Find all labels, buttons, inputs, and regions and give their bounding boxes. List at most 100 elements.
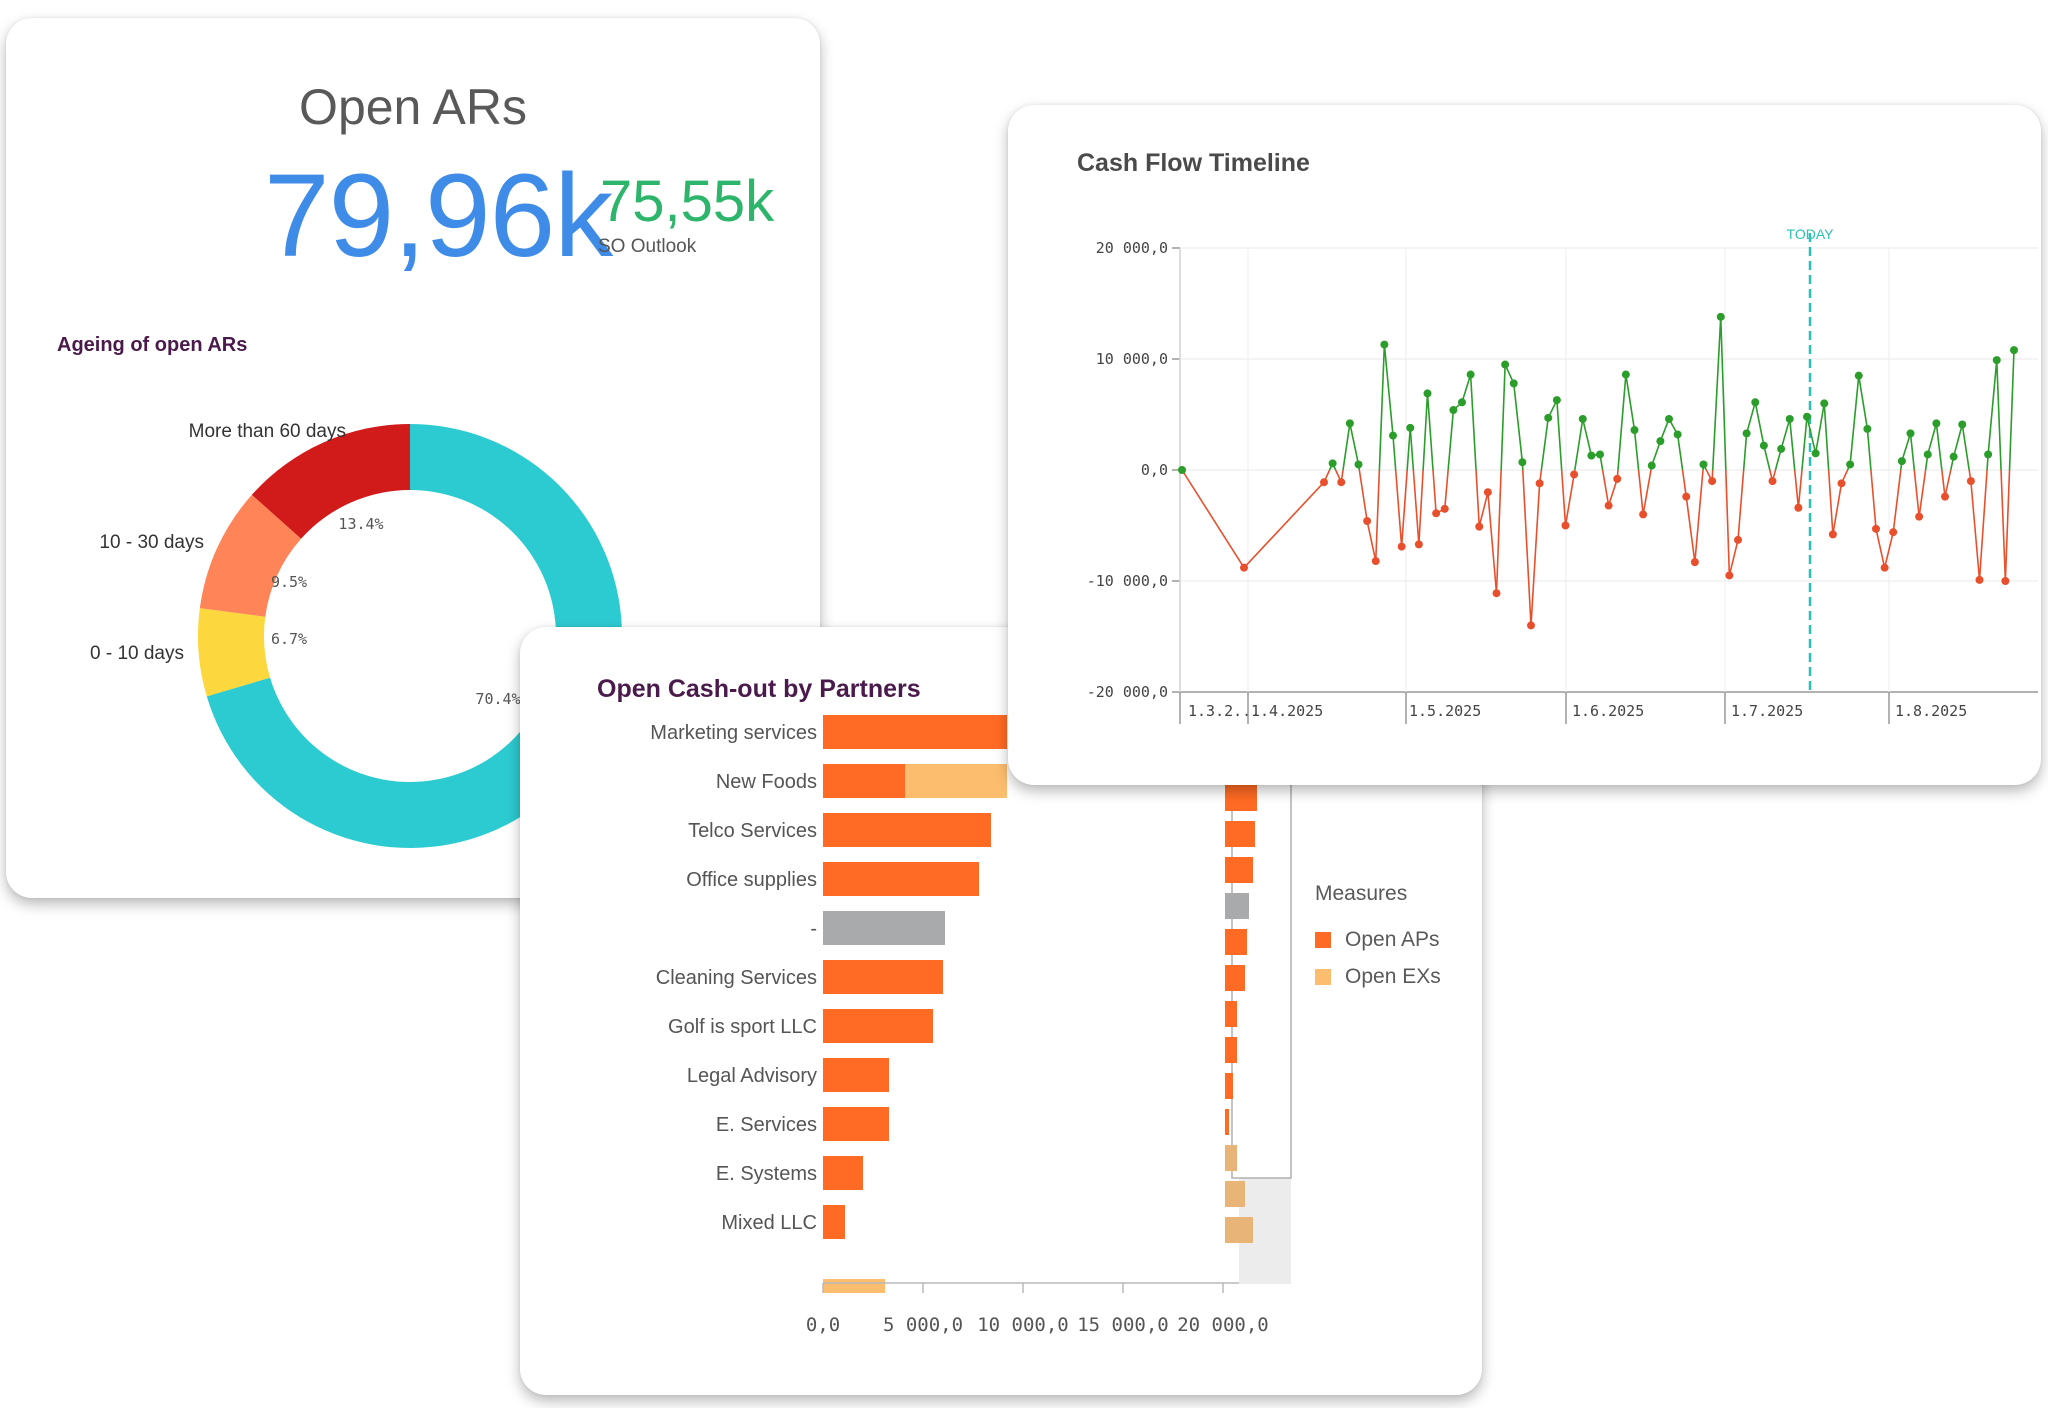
timeline-point	[1932, 419, 1941, 428]
timeline-segment	[1849, 375, 1860, 465]
x-tick-label: 20 000,0	[1177, 1314, 1269, 1336]
category-label: Golf is sport LLC	[668, 1016, 817, 1038]
timeline-point	[1742, 429, 1751, 438]
category-label: Cleaning Services	[656, 967, 817, 989]
slice-value-label: 6.7%	[271, 630, 307, 648]
donut-slice	[251, 424, 410, 539]
minimap-bar-aps	[1225, 929, 1247, 955]
minimap-bar-aps	[1225, 1001, 1237, 1027]
timeline-segment	[1901, 433, 1912, 462]
timeline-segment	[1374, 469, 1381, 562]
timeline-segment	[1763, 445, 1771, 471]
cash-flow-line-chart[interactable]: 20 000,0 10 000,0 0,0 -10 000,0 -20 000,0 1.3…	[1008, 105, 2041, 785]
category-label: Legal Advisory	[687, 1065, 817, 1087]
timeline-point	[1975, 575, 1984, 584]
minimap-bar-aps	[1225, 1037, 1237, 1063]
timeline-point	[1828, 530, 1837, 539]
timeline-point	[1923, 450, 1932, 459]
bar-open-aps	[823, 862, 979, 896]
legend-swatch-open-exs	[1315, 969, 1331, 985]
y-tick-label: -20 000,0	[1087, 683, 1168, 701]
timeline-segment	[1530, 483, 1541, 626]
timeline-segment	[1443, 469, 1449, 509]
timeline-point	[1984, 450, 1993, 459]
timeline-segment	[1806, 416, 1817, 454]
timeline-point	[2010, 346, 2018, 355]
x-tick-label: 1.3.2...	[1188, 702, 1260, 720]
timeline-segment	[1742, 433, 1748, 471]
timeline-point	[1708, 477, 1717, 486]
timeline-segment	[1875, 528, 1886, 568]
timeline-point	[1785, 414, 1794, 423]
timeline-point	[1794, 503, 1803, 512]
timeline-point	[1570, 470, 1579, 479]
x-tick-label: 1.5.2025	[1409, 702, 1481, 720]
timeline-segment	[2008, 350, 2015, 471]
timeline-point	[1897, 457, 1906, 466]
timeline-segment	[1780, 418, 1791, 450]
x-tick-label: 1.8.2025	[1895, 702, 1967, 720]
timeline-segment	[1952, 424, 1964, 457]
timeline-point	[1777, 444, 1786, 453]
kpi-value: 79,96k	[264, 150, 613, 282]
kpi-secondary-label: SO Outlook	[598, 236, 697, 257]
timeline-point	[1527, 621, 1535, 630]
timeline-point	[1863, 424, 1872, 433]
legend-item-open-aps[interactable]: Open APs	[1315, 928, 1440, 952]
timeline-point	[1492, 589, 1501, 598]
timeline-point	[1941, 492, 1949, 501]
timeline-point	[1656, 437, 1665, 446]
bar-open-exs	[905, 764, 1007, 798]
timeline-point	[1682, 492, 1691, 501]
timeline-point	[1466, 370, 1475, 379]
slice-category-label: More than 60 days	[189, 421, 346, 442]
timeline-point	[1690, 558, 1699, 567]
timeline-point	[1992, 356, 2001, 365]
timeline-segment	[1383, 344, 1394, 436]
timeline-segment	[1788, 418, 1796, 471]
timeline-point	[1673, 430, 1682, 439]
timeline-point	[1509, 379, 1518, 388]
timeline-point	[1544, 413, 1553, 422]
timeline-segment	[1941, 469, 1946, 497]
timeline-segment	[1564, 474, 1575, 526]
y-tick-label: 0,0	[1141, 461, 1168, 479]
timeline-segment	[1378, 344, 1386, 471]
timeline-point	[1604, 501, 1613, 510]
timeline-segment	[1827, 469, 1834, 535]
bar-open-exs	[823, 1279, 885, 1293]
minimap-bar-aps	[1225, 821, 1255, 847]
timeline-segment	[1909, 433, 1916, 471]
timeline-point	[1915, 512, 1924, 521]
category-label: E. Systems	[716, 1163, 817, 1185]
minimap-bar-neutral	[1225, 893, 1249, 919]
timeline-point	[1552, 396, 1561, 405]
timeline-segment	[1926, 423, 1938, 455]
timeline-point	[1518, 458, 1527, 467]
timeline-point	[1449, 406, 1458, 415]
minimap-bar-aps	[1225, 785, 1257, 811]
timeline-segment	[1935, 423, 1943, 471]
timeline-point	[1734, 535, 1742, 544]
donut-slice	[198, 608, 271, 697]
timeline-segment	[1556, 400, 1563, 471]
legend-item-open-exs[interactable]: Open EXs	[1315, 965, 1441, 989]
timeline-segment	[1478, 492, 1489, 527]
timeline-segment	[1406, 427, 1412, 471]
timeline-segment	[1978, 469, 1988, 580]
timeline-point	[1699, 460, 1708, 469]
timeline-point	[1872, 524, 1880, 533]
timeline-point	[1613, 474, 1622, 483]
cash-out-bar-chart[interactable]: Marketing services New Foods Telco Service…	[520, 596, 1482, 1395]
timeline-point	[1535, 479, 1544, 488]
timeline-segment	[1650, 440, 1662, 466]
timeline-segment	[1642, 469, 1652, 515]
timeline-segment	[1995, 360, 2002, 471]
timeline-segment	[1366, 520, 1377, 562]
slice-value-label: 13.4%	[338, 515, 383, 533]
timeline-segment	[1711, 316, 1722, 471]
minimap-bar-aps	[1225, 857, 1253, 883]
timeline-segment	[1500, 364, 1506, 471]
category-label: -	[810, 918, 817, 940]
timeline-segment	[1181, 469, 1245, 569]
